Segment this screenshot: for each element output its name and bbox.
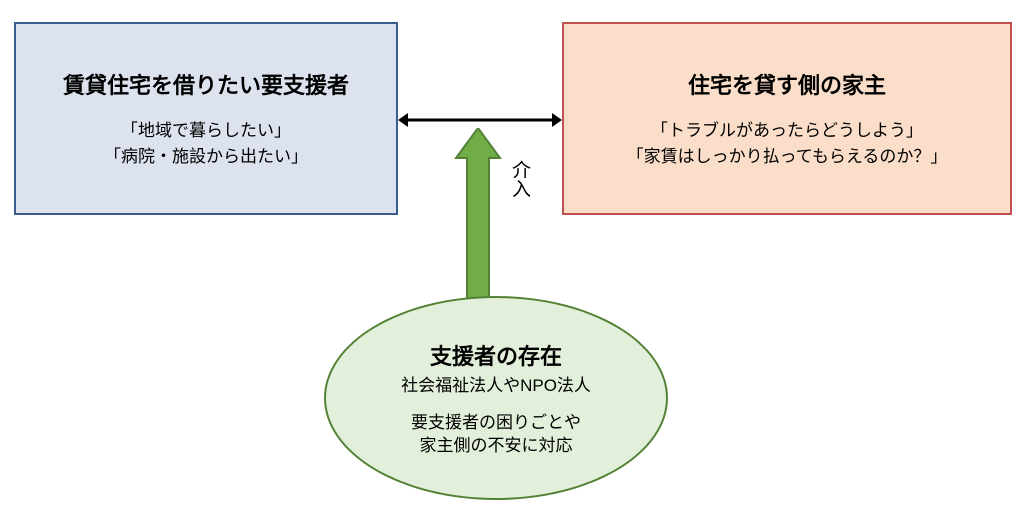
right-box-title: 住宅を貸す側の家主 bbox=[688, 68, 886, 100]
ellipse-desc-line2: 家主側の不安に対応 bbox=[411, 435, 581, 458]
supporter-ellipse: 支援者の存在 社会福祉法人やNPO法人 要支援者の困りごとや 家主側の不安に対応 bbox=[324, 296, 668, 500]
diagram-canvas: 賃貸住宅を借りたい要支援者 「地域で暮らしたい」 「病院・施設から出たい」 住宅… bbox=[0, 0, 1024, 517]
right-box-landlord: 住宅を貸す側の家主 「トラブルがあったらどうしよう」 「家賃はしっかり払ってもら… bbox=[562, 22, 1012, 215]
ellipse-desc-line1: 要支援者の困りごとや bbox=[411, 412, 581, 435]
right-box-line1: 「トラブルがあったらどうしよう」 bbox=[627, 118, 948, 144]
intervention-arrow-icon bbox=[454, 128, 502, 308]
left-box-title: 賃貸住宅を借りたい要支援者 bbox=[63, 68, 349, 100]
left-box-tenant: 賃貸住宅を借りたい要支援者 「地域で暮らしたい」 「病院・施設から出たい」 bbox=[14, 22, 398, 215]
ellipse-subtitle: 社会福祉法人やNPO法人 bbox=[401, 371, 591, 396]
right-box-line2: 「家賃はしっかり払ってもらえるのか？」 bbox=[627, 144, 948, 170]
ellipse-description: 要支援者の困りごとや 家主側の不安に対応 bbox=[411, 412, 581, 458]
left-box-line2: 「病院・施設から出たい」 bbox=[104, 144, 308, 170]
right-box-lines: 「トラブルがあったらどうしよう」 「家賃はしっかり払ってもらえるのか？」 bbox=[627, 118, 948, 169]
intervention-label: 介入 bbox=[506, 160, 533, 198]
ellipse-title: 支援者の存在 bbox=[430, 339, 562, 371]
left-box-lines: 「地域で暮らしたい」 「病院・施設から出たい」 bbox=[104, 118, 308, 169]
left-box-line1: 「地域で暮らしたい」 bbox=[104, 118, 308, 144]
